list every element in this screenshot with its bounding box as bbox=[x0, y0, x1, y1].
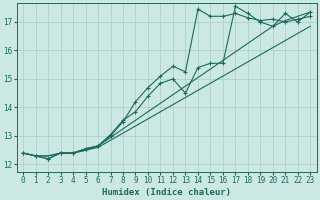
X-axis label: Humidex (Indice chaleur): Humidex (Indice chaleur) bbox=[102, 188, 231, 197]
